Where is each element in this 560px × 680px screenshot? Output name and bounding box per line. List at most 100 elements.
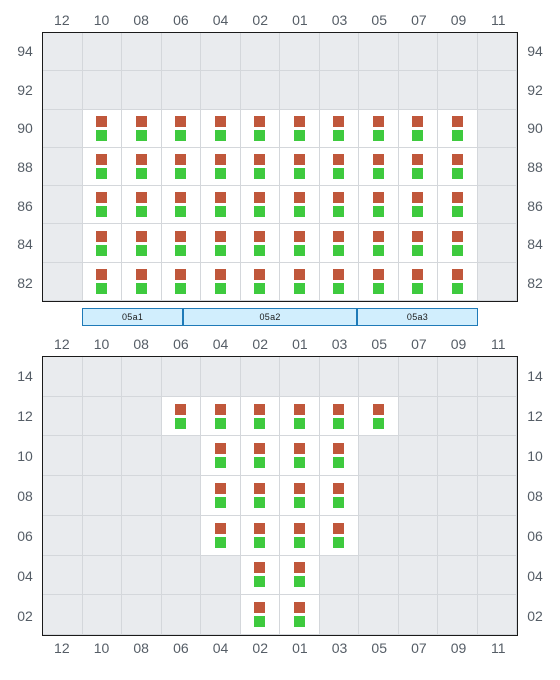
cell-active[interactable] — [241, 436, 281, 476]
cell-active[interactable] — [399, 110, 439, 148]
cell-active[interactable] — [399, 224, 439, 262]
cell-active[interactable] — [320, 263, 360, 301]
cell-active[interactable] — [201, 186, 241, 224]
cell-active[interactable] — [280, 263, 320, 301]
cell — [162, 71, 202, 109]
cell-active[interactable] — [320, 516, 360, 556]
cell — [320, 556, 360, 596]
cell-active[interactable] — [241, 263, 281, 301]
marker-bottom-icon — [294, 283, 305, 294]
cell-active[interactable] — [162, 397, 202, 437]
cell — [399, 357, 439, 397]
cell-active[interactable] — [280, 476, 320, 516]
cell-active[interactable] — [280, 595, 320, 635]
cell-active[interactable] — [438, 263, 478, 301]
cell-active[interactable] — [399, 148, 439, 186]
bottom-section: 1210080604020103050709111412100806040214… — [8, 332, 552, 660]
cell-active[interactable] — [201, 224, 241, 262]
cell-active[interactable] — [241, 186, 281, 224]
cell-active[interactable] — [122, 148, 162, 186]
cell-active[interactable] — [438, 186, 478, 224]
cell-active[interactable] — [438, 148, 478, 186]
cell — [83, 476, 123, 516]
cell-active[interactable] — [280, 436, 320, 476]
cell-active[interactable] — [320, 224, 360, 262]
cell-active[interactable] — [201, 263, 241, 301]
cell-active[interactable] — [201, 397, 241, 437]
cell-active[interactable] — [280, 148, 320, 186]
cell-active[interactable] — [83, 224, 123, 262]
cell-active[interactable] — [280, 110, 320, 148]
cell-active[interactable] — [438, 110, 478, 148]
cell-active[interactable] — [162, 186, 202, 224]
marker-bottom-icon — [412, 245, 423, 256]
cell-active[interactable] — [241, 595, 281, 635]
cell-active[interactable] — [241, 148, 281, 186]
cell-active[interactable] — [280, 516, 320, 556]
cell-active[interactable] — [280, 556, 320, 596]
cell-active[interactable] — [359, 224, 399, 262]
cell-active[interactable] — [359, 148, 399, 186]
cell-active[interactable] — [162, 148, 202, 186]
cell-active[interactable] — [241, 397, 281, 437]
cell-active[interactable] — [280, 186, 320, 224]
cell-active[interactable] — [320, 148, 360, 186]
cell-active[interactable] — [438, 224, 478, 262]
cell — [241, 71, 281, 109]
col-header: 08 — [121, 332, 161, 356]
marker-bottom-icon — [215, 130, 226, 141]
cell-active[interactable] — [241, 476, 281, 516]
cell-active[interactable] — [162, 263, 202, 301]
cell-active[interactable] — [359, 397, 399, 437]
bar-segment[interactable]: 05a2 — [183, 308, 357, 326]
cell-active[interactable] — [320, 110, 360, 148]
top-row-labels-right: 94929088868482 — [518, 32, 552, 302]
marker-top-icon — [136, 116, 147, 127]
cell-active[interactable] — [83, 148, 123, 186]
cell — [43, 516, 83, 556]
cell-active[interactable] — [83, 110, 123, 148]
cell-active[interactable] — [359, 186, 399, 224]
cell-active[interactable] — [201, 110, 241, 148]
cell-active[interactable] — [122, 110, 162, 148]
cell-active[interactable] — [359, 263, 399, 301]
cell-active[interactable] — [280, 224, 320, 262]
cell-active[interactable] — [241, 556, 281, 596]
cell-active[interactable] — [201, 148, 241, 186]
cell-active[interactable] — [201, 476, 241, 516]
marker-top-icon — [175, 192, 186, 203]
cell-active[interactable] — [241, 516, 281, 556]
cell-active[interactable] — [320, 397, 360, 437]
marker-top-icon — [294, 483, 305, 494]
marker-top-icon — [373, 154, 384, 165]
cell-active[interactable] — [320, 476, 360, 516]
cell — [478, 556, 518, 596]
cell — [478, 224, 518, 262]
cell-active[interactable] — [122, 224, 162, 262]
cell-active[interactable] — [320, 186, 360, 224]
bar-segment[interactable]: 05a1 — [82, 308, 183, 326]
cell-active[interactable] — [399, 263, 439, 301]
cell-active[interactable] — [162, 110, 202, 148]
marker-top-icon — [215, 443, 226, 454]
marker-bottom-icon — [373, 283, 384, 294]
cell-active[interactable] — [162, 224, 202, 262]
cell-active[interactable] — [399, 186, 439, 224]
cell-active[interactable] — [122, 186, 162, 224]
cell-active[interactable] — [201, 436, 241, 476]
marker-bottom-icon — [215, 497, 226, 508]
bar-segment[interactable]: 05a3 — [357, 308, 478, 326]
cell-active[interactable] — [83, 263, 123, 301]
cell — [122, 436, 162, 476]
marker-top-icon — [294, 562, 305, 573]
cell-active[interactable] — [359, 110, 399, 148]
cell-active[interactable] — [241, 224, 281, 262]
cell-active[interactable] — [201, 516, 241, 556]
cell-active[interactable] — [122, 263, 162, 301]
marker-bottom-icon — [373, 418, 384, 429]
cell-active[interactable] — [83, 186, 123, 224]
cell-active[interactable] — [280, 397, 320, 437]
cell-active[interactable] — [320, 436, 360, 476]
marker-top-icon — [294, 443, 305, 454]
cell-active[interactable] — [241, 110, 281, 148]
